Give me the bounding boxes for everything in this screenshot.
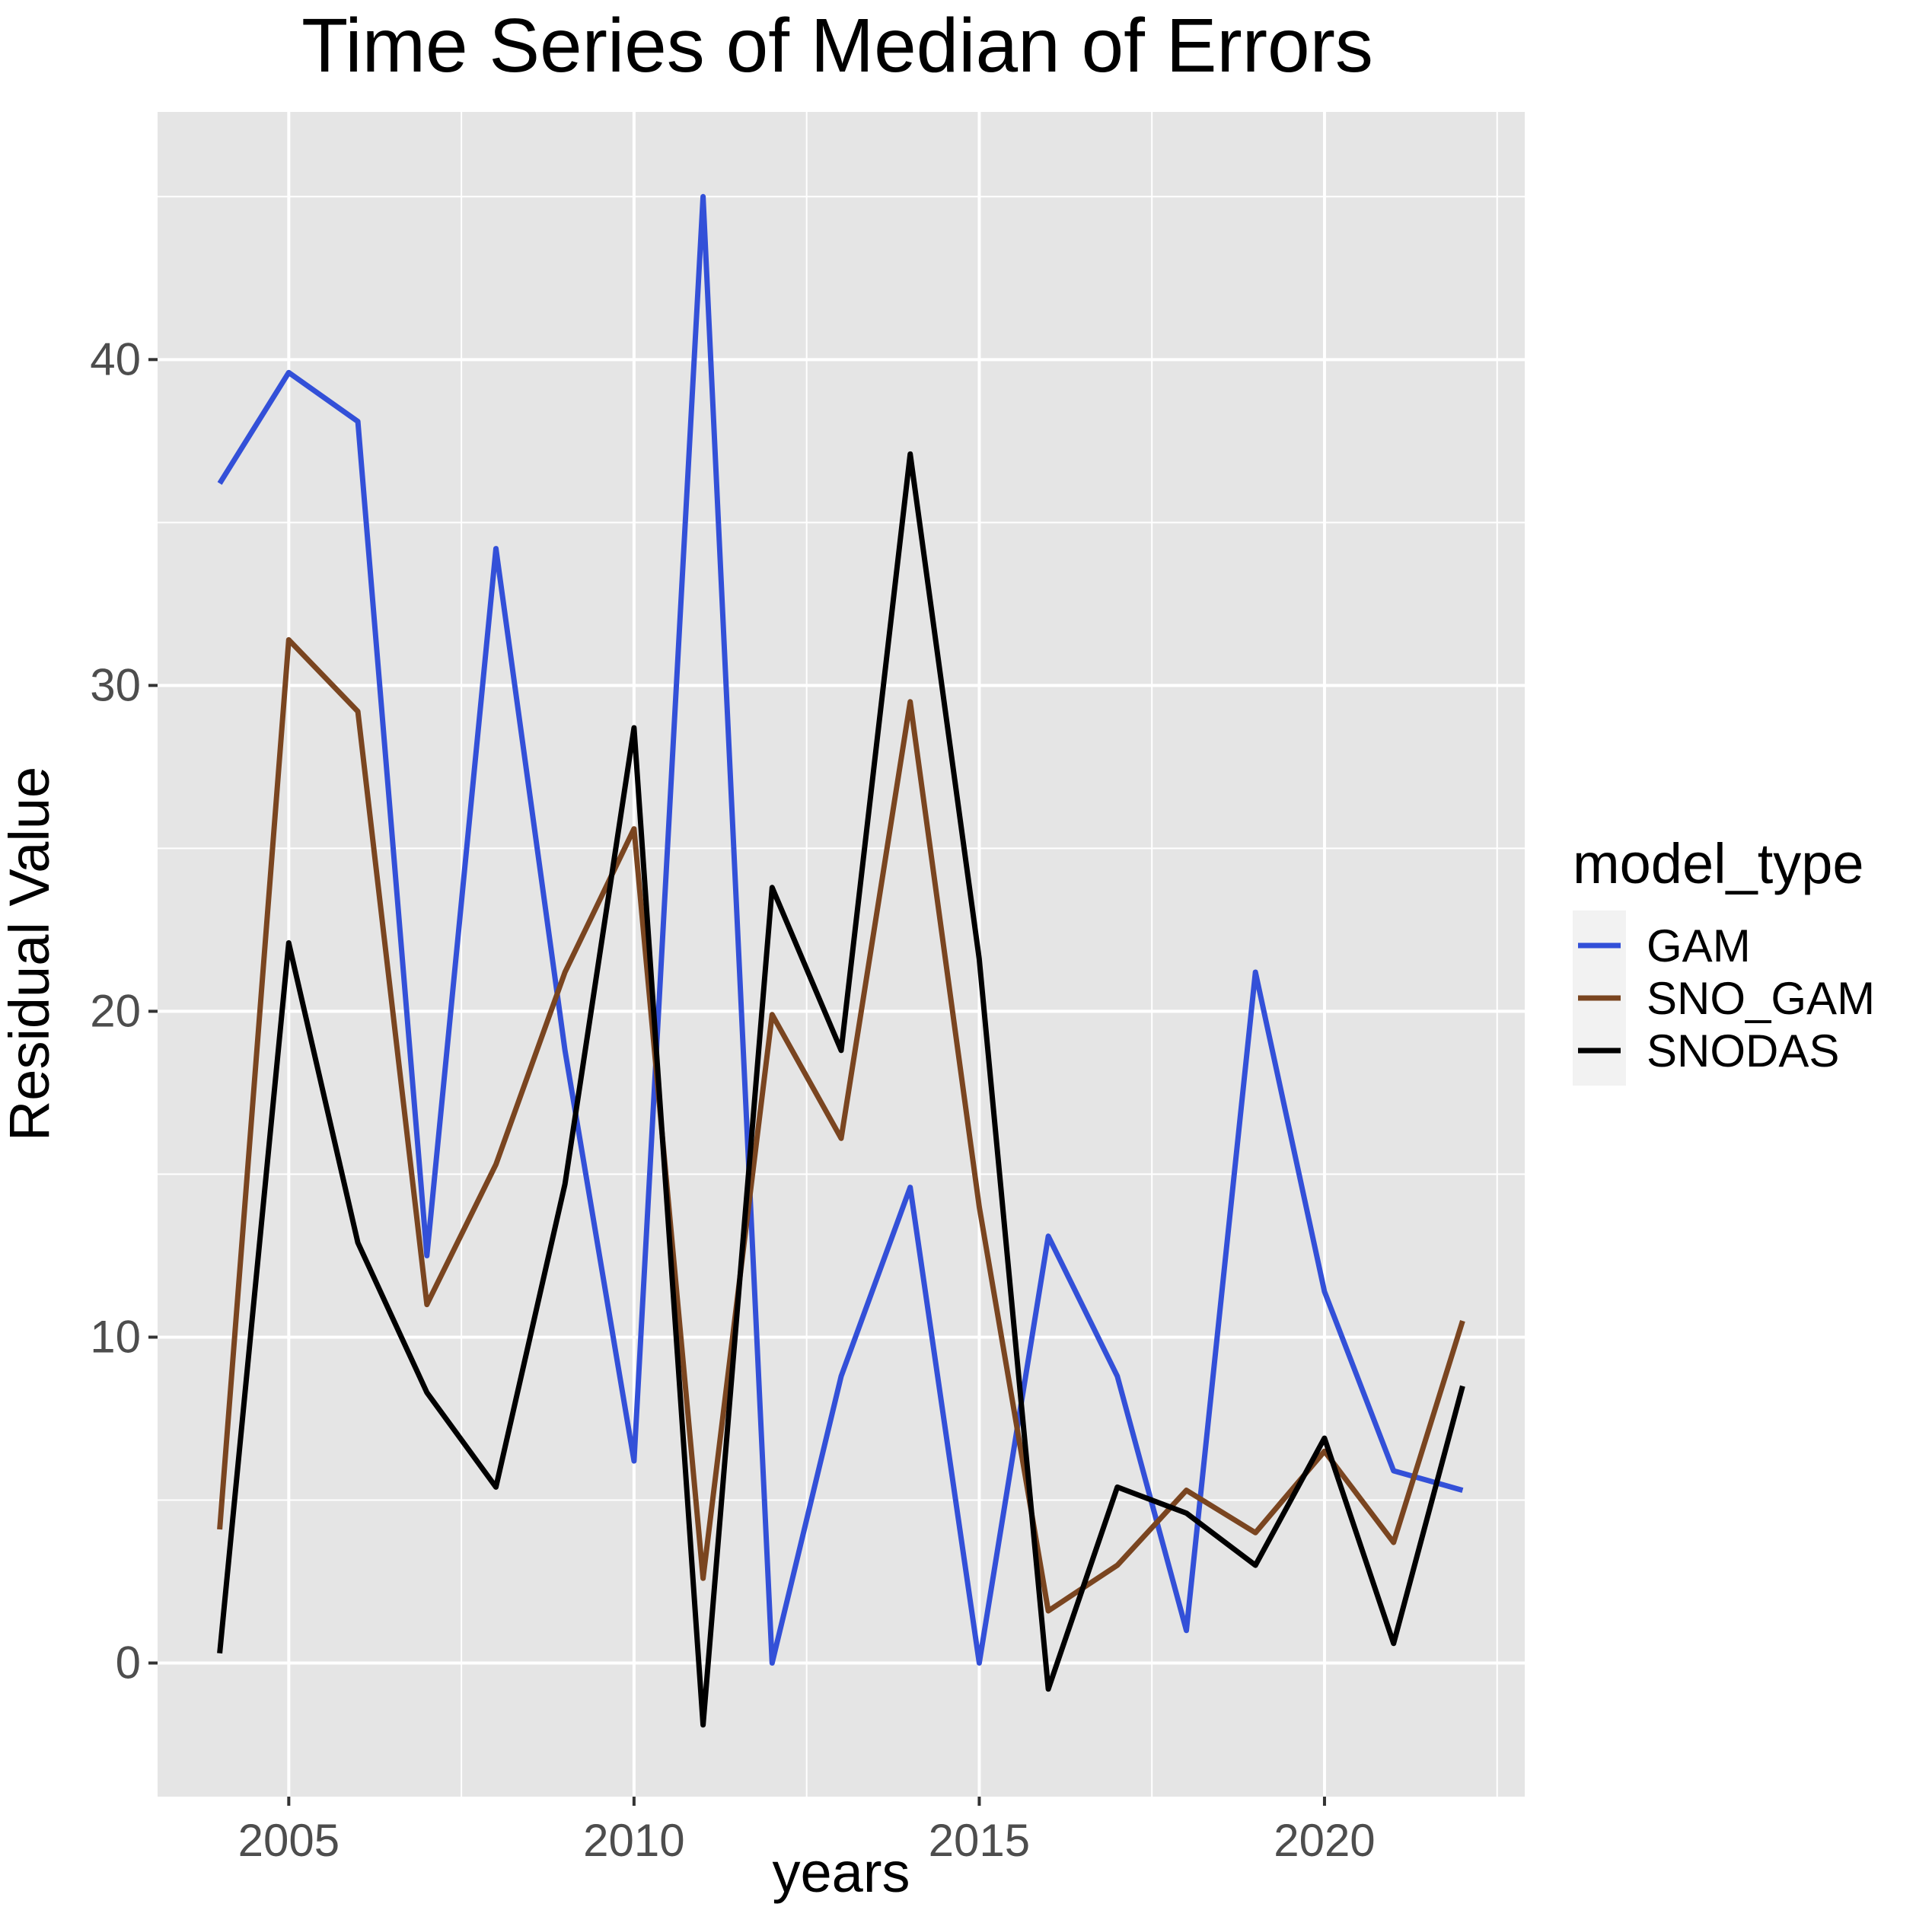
- x-tick-label: 2005: [238, 1815, 340, 1866]
- x-tick-label: 2015: [929, 1815, 1030, 1866]
- y-tick-label: 40: [90, 333, 141, 384]
- x-tick-label: 2020: [1274, 1815, 1375, 1866]
- legend-label: SNO_GAM: [1647, 973, 1875, 1024]
- x-axis: 2005 2010 2015 2020: [238, 1797, 1376, 1866]
- y-tick-label: 20: [90, 985, 141, 1036]
- legend-title: model_type: [1573, 832, 1864, 895]
- plot-panel: [158, 112, 1525, 1797]
- legend-label: SNODAS: [1647, 1025, 1839, 1076]
- y-tick-label: 30: [90, 659, 141, 710]
- series-layer: [217, 193, 1465, 1728]
- y-axis: 0 10 20 30 40: [90, 333, 158, 1689]
- series-line-snodas: [217, 451, 1465, 1728]
- y-axis-label: Residual Value: [0, 767, 61, 1141]
- legend-label: GAM: [1647, 920, 1751, 971]
- y-tick-label: 0: [116, 1638, 141, 1689]
- y-tick-label: 10: [90, 1311, 141, 1362]
- x-tick-label: 2010: [583, 1815, 684, 1866]
- series-line-sno-gam: [217, 636, 1465, 1614]
- x-axis-label: years: [773, 1841, 910, 1904]
- series-line-gam: [217, 193, 1464, 1666]
- chart-title: Time Series of Median of Errors: [301, 3, 1373, 88]
